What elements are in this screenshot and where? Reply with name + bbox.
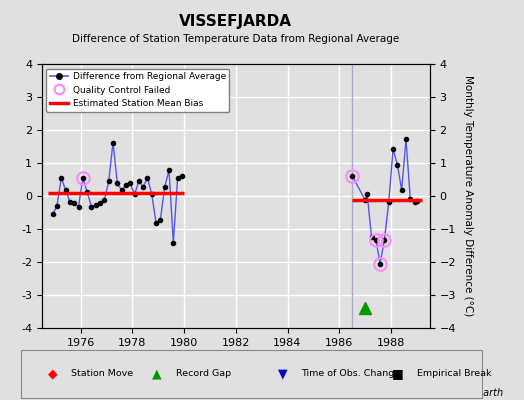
- Text: ◆: ◆: [48, 368, 57, 380]
- Text: Record Gap: Record Gap: [176, 370, 231, 378]
- Text: Berkeley Earth: Berkeley Earth: [431, 388, 503, 398]
- Text: ■: ■: [392, 368, 404, 380]
- Text: Empirical Break: Empirical Break: [417, 370, 491, 378]
- Text: Time of Obs. Change: Time of Obs. Change: [301, 370, 400, 378]
- Text: ▲: ▲: [152, 368, 162, 380]
- Text: Station Move: Station Move: [71, 370, 133, 378]
- Y-axis label: Monthly Temperature Anomaly Difference (°C): Monthly Temperature Anomaly Difference (…: [463, 75, 473, 317]
- Text: VISSEFJARDA: VISSEFJARDA: [179, 14, 292, 29]
- Legend: Difference from Regional Average, Quality Control Failed, Estimated Station Mean: Difference from Regional Average, Qualit…: [47, 68, 230, 112]
- Text: ▼: ▼: [278, 368, 288, 380]
- Text: Difference of Station Temperature Data from Regional Average: Difference of Station Temperature Data f…: [72, 34, 399, 44]
